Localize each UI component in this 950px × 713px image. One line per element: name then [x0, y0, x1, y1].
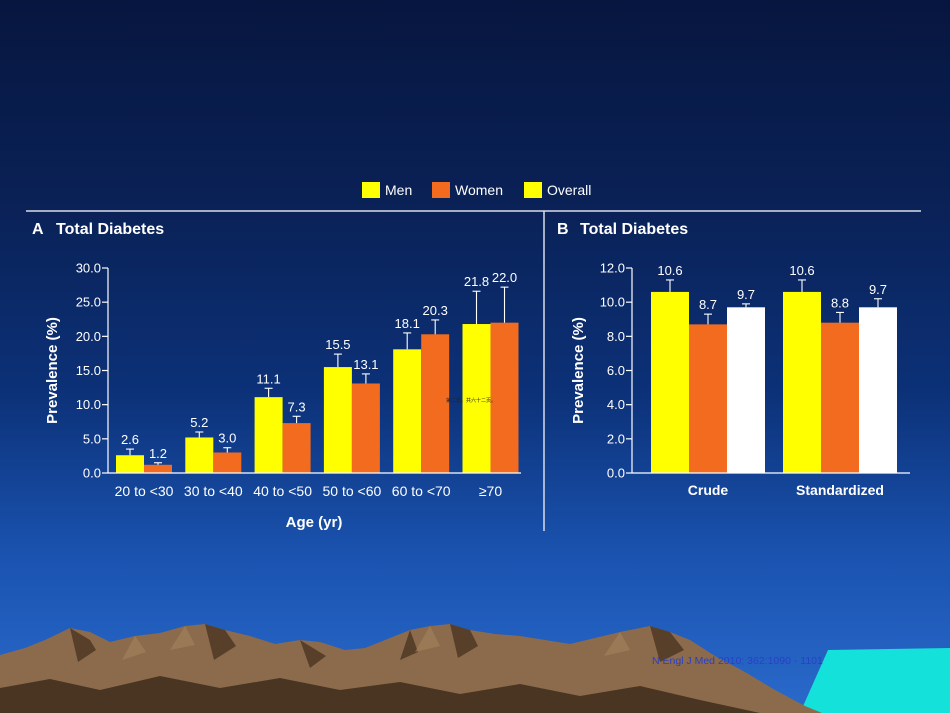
legend-item-overall: Overall [524, 181, 591, 199]
mountain-ridge-shadow [70, 624, 684, 668]
data-label-women-50-to-lt-60: 13.1 [353, 357, 378, 372]
data-label-women-60-to-lt-70: 20.3 [423, 303, 448, 318]
legend-label-men: Men [385, 182, 413, 198]
x-tick-label-standardized: Standardized [796, 482, 884, 498]
legend-swatch-men [362, 182, 380, 198]
y-tick-label: 10.0 [600, 295, 625, 310]
data-label-women-ge-70: 22.0 [492, 270, 517, 285]
x-tick-label-ge-70: ≥70 [479, 483, 502, 499]
data-label-men-50-to-lt-60: 15.5 [325, 337, 350, 352]
legend-swatch-women [432, 182, 450, 198]
data-label-women-30-to-lt-40: 3.0 [218, 431, 236, 446]
bar-overall-crude [727, 307, 765, 473]
bar-women-60-to-lt-70 [421, 334, 450, 473]
y-tick-label: 0.0 [607, 466, 625, 481]
legend-label-women: Women [455, 182, 503, 198]
bar-women-20-to-lt-30 [144, 464, 172, 473]
data-label-men-40-to-lt-50: 11.1 [256, 371, 280, 386]
data-label-men-30-to-lt-40: 5.2 [190, 415, 208, 430]
bar-men-50-to-lt-60 [323, 367, 352, 473]
x-tick-label-20-to-lt-30: 20 to <30 [115, 483, 174, 499]
y-tick-label: 5.0 [83, 431, 101, 446]
bar-women-40-to-lt-50 [282, 423, 311, 473]
y-tick-label: 30.0 [76, 261, 101, 276]
y-axis-title: Prevalence (%) [44, 317, 61, 424]
data-label-men-20-to-lt-30: 2.6 [121, 432, 139, 447]
y-axis-title: Prevalence (%) [570, 317, 587, 424]
y-tick-label: 12.0 [600, 261, 625, 276]
y-tick-label: 20.0 [76, 329, 101, 344]
data-label-women-20-to-lt-30: 1.2 [149, 446, 167, 461]
x-tick-label-crude: Crude [688, 482, 729, 498]
legend-label-overall: Overall [547, 182, 592, 198]
data-label-men-standardized: 10.6 [789, 263, 814, 278]
data-label-overall-standardized: 9.7 [869, 282, 887, 297]
bar-women-50-to-lt-60 [351, 383, 380, 473]
bar-women-30-to-lt-40 [213, 452, 242, 473]
cyan-band [800, 648, 950, 713]
bar-men-60-to-lt-70 [393, 349, 422, 473]
y-tick-label: 8.0 [607, 329, 625, 344]
x-axis-title: Age (yr) [286, 514, 343, 531]
legend-item-men: Men [362, 181, 412, 199]
bar-men-20-to-lt-30 [116, 455, 144, 473]
panel-a-title: Total Diabetes [56, 221, 164, 238]
y-tick-label: 0.0 [83, 466, 101, 481]
bar-men-ge-70 [462, 324, 491, 473]
x-tick-label-40-to-lt-50: 40 to <50 [253, 483, 312, 499]
bar-men-crude [651, 291, 689, 473]
bar-women-crude [689, 324, 727, 473]
panel-a: A Total Diabetes 0.0 5.0 10.0 15.0 20.0 25.0 3… [32, 221, 521, 531]
panel-b-letter: B [557, 221, 569, 238]
y-tick-label: 4.0 [607, 397, 625, 412]
legend-item-women: Women [432, 181, 503, 199]
x-tick-label-60-to-lt-70: 60 to <70 [392, 483, 451, 499]
data-label-women-standardized: 8.8 [831, 295, 849, 310]
y-tick-label: 25.0 [76, 295, 101, 310]
data-label-men-ge-70: 21.8 [464, 274, 489, 289]
page-note: 第二页，共六十二页。 [446, 398, 497, 404]
panel-a-letter: A [32, 221, 44, 238]
y-tick-label: 2.0 [607, 431, 625, 446]
data-label-men-60-to-lt-70: 18.1 [395, 316, 420, 331]
x-tick-label-30-to-lt-40: 30 to <40 [184, 483, 243, 499]
chart-a-plot: 0.0 5.0 10.0 15.0 20.0 25.0 30.0 2.6 1.2 20 to <3… [44, 261, 521, 531]
bar-overall-standardized [859, 307, 897, 473]
bar-men-standardized [783, 291, 821, 473]
data-label-overall-crude: 9.7 [737, 287, 755, 302]
citation: N Engl J Med 2010; 362:1090 - 1101 [652, 655, 823, 667]
chart-b-plot: 0.0 2.0 4.0 6.0 8.0 10.0 12.0 10.6 8.7 9.7 Crude 10… [570, 261, 910, 498]
data-label-men-crude: 10.6 [657, 263, 682, 278]
bar-men-30-to-lt-40 [185, 437, 214, 473]
panel-b-title: Total Diabetes [580, 221, 688, 238]
data-label-women-40-to-lt-50: 7.3 [288, 399, 306, 414]
bar-men-40-to-lt-50 [254, 397, 283, 473]
data-label-women-crude: 8.7 [699, 297, 717, 312]
x-tick-label-50-to-lt-60: 50 to <60 [323, 483, 382, 499]
y-tick-label: 10.0 [76, 397, 101, 412]
panel-b: B Total Diabetes 0.0 2.0 4.0 6.0 8.0 10.0 12.0… [557, 221, 910, 498]
legend-swatch-overall [524, 182, 542, 198]
bar-women-standardized [821, 322, 859, 473]
y-tick-label: 6.0 [607, 363, 625, 378]
mountain-shadow [0, 676, 760, 713]
bar-women-ge-70 [490, 322, 519, 473]
y-tick-label: 15.0 [76, 363, 101, 378]
